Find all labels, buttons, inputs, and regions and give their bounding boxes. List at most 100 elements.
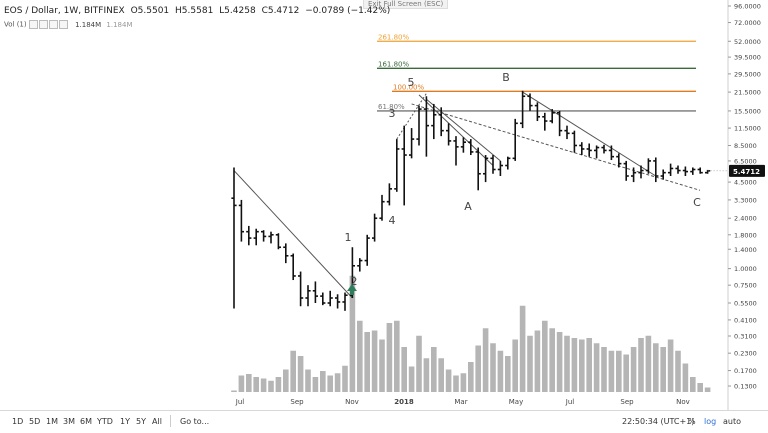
price-tick-label: 0.2300 (734, 350, 757, 358)
volume-bar (630, 347, 637, 392)
range-1d-button[interactable]: 1D (12, 417, 24, 426)
volume-bar (638, 338, 644, 392)
volume-bar (312, 377, 319, 392)
price-tick-label: 39.5000 (734, 54, 761, 62)
range-1y-button[interactable]: 1Y (120, 417, 130, 426)
volume-bar (260, 378, 267, 392)
exit-fullscreen-button[interactable]: Exit Full Screen (ESC) (363, 0, 449, 9)
volume-bar (438, 358, 444, 392)
downtrend-line-4 (522, 91, 657, 177)
price-chart[interactable]: 96.0000 72.0000 52.0000 39.5000 29.5000 21.50… (0, 0, 768, 410)
volume-bar (579, 339, 585, 392)
price-tick-label: 0.1300 (734, 383, 757, 391)
wave-label: 4 (389, 214, 396, 227)
log-scale-toggle[interactable]: log (704, 417, 717, 426)
volume-bar (453, 375, 459, 392)
price-tick-label: 0.3100 (734, 332, 757, 340)
fib-level-label: 161.80% (378, 60, 409, 68)
price-tick-label: 15.5000 (734, 107, 761, 115)
volume-bar (682, 363, 689, 392)
volume-bar (423, 358, 430, 392)
volume-bar (460, 373, 467, 392)
ohlc-close: C5.4712 (261, 6, 300, 16)
wave-label: 3 (389, 107, 396, 120)
ohlc-change: −0.0789 (−1.42%) (305, 6, 391, 16)
goto-date-button[interactable]: Go to... (180, 417, 210, 426)
price-tick-label: 29.5000 (734, 70, 761, 78)
wave-label: 1 (345, 231, 352, 244)
volume-bar (305, 369, 311, 392)
wave-label: C (693, 196, 701, 209)
volume-value-ma: 1.184M (106, 20, 133, 29)
volume-bar (231, 390, 237, 392)
time-tick-label: 2018 (394, 398, 414, 406)
volume-bar (445, 369, 452, 392)
range-1m-button[interactable]: 1M (46, 417, 58, 426)
volume-bar (482, 328, 489, 392)
price-tick-label: 2.4000 (734, 215, 757, 223)
time-tick-label: Sep (290, 398, 304, 406)
clock-timezone[interactable]: 22:50:34 (UTC+1) (622, 417, 695, 426)
settings-icon[interactable] (38, 20, 48, 29)
range-ytd-button[interactable]: YTD (97, 417, 113, 426)
volume-bar (342, 365, 348, 392)
volume-bar (505, 356, 511, 392)
price-tick-label: 6.5000 (734, 157, 757, 165)
price-tick-label: 8.5000 (734, 142, 757, 150)
volume-bar (468, 362, 474, 392)
volume-bar (371, 330, 378, 392)
volume-bars (231, 275, 711, 392)
volume-bar (534, 330, 541, 392)
volume-label: Vol (1) (4, 20, 27, 29)
volume-bar (571, 338, 578, 392)
volume-bar (697, 383, 703, 392)
volume-bar (238, 375, 245, 392)
volume-bar (364, 332, 370, 392)
price-axis: 96.0000 72.0000 52.0000 39.5000 29.5000 21.50… (727, 0, 761, 410)
volume-value: 1.184M (75, 20, 102, 29)
volume-bar (519, 305, 526, 392)
volume-bar (601, 347, 607, 392)
downtrend-line-2 (418, 94, 494, 166)
ohlc-bars (231, 90, 711, 311)
volume-bar (690, 377, 696, 392)
price-tick-label: 1.0000 (734, 265, 757, 273)
wave-labels: 5 3 1 2 4 A B C (345, 71, 701, 295)
close-icon[interactable] (48, 20, 58, 29)
price-tick-label: 96.0000 (734, 3, 761, 11)
auto-scale-toggle[interactable]: auto (723, 417, 742, 426)
more-icon[interactable] (58, 20, 68, 29)
ohlc-high: H5.5581 (175, 6, 214, 16)
volume-bar (616, 350, 622, 392)
range-6m-button[interactable]: 6M (80, 417, 92, 426)
bottom-toolbar: 1D 5D 1M 3M 6M YTD 1Y 5Y All Go to... 22… (0, 410, 768, 433)
range-3m-button[interactable]: 3M (63, 417, 75, 426)
time-tick-label: Jul (235, 398, 245, 406)
volume-bar (334, 373, 341, 392)
volume-bar (246, 374, 252, 392)
eye-icon[interactable] (28, 20, 38, 29)
last-price-value: 5.4712 (733, 168, 760, 176)
range-all-button[interactable]: All (152, 417, 162, 426)
volume-bar (490, 343, 496, 392)
range-5d-button[interactable]: 5D (29, 417, 41, 426)
price-tick-label: 11.5000 (734, 125, 761, 133)
time-axis: Jul Sep Nov 2018 Mar May Jul Sep Nov (235, 398, 690, 406)
volume-bar (564, 335, 570, 392)
range-5y-button[interactable]: 5Y (136, 417, 146, 426)
volume-bar (290, 350, 296, 392)
percent-scale-toggle[interactable]: % (688, 417, 696, 426)
volume-bar (704, 387, 711, 392)
price-tick-label: 1.8000 (734, 231, 757, 239)
ohlc-open: O5.5501 (130, 6, 170, 16)
volume-bar (283, 369, 289, 392)
volume-bar (320, 371, 326, 392)
projection-dashed-line (411, 103, 701, 191)
volume-bar (542, 320, 548, 392)
toolbar-divider (170, 415, 171, 427)
price-tick-label: 0.5500 (734, 300, 757, 308)
fibonacci-levels: 261.80% 161.80% 100.00% 61.80% (377, 33, 696, 112)
volume-bar (527, 335, 533, 392)
volume-bar (660, 347, 666, 392)
volume-bar (667, 339, 674, 392)
